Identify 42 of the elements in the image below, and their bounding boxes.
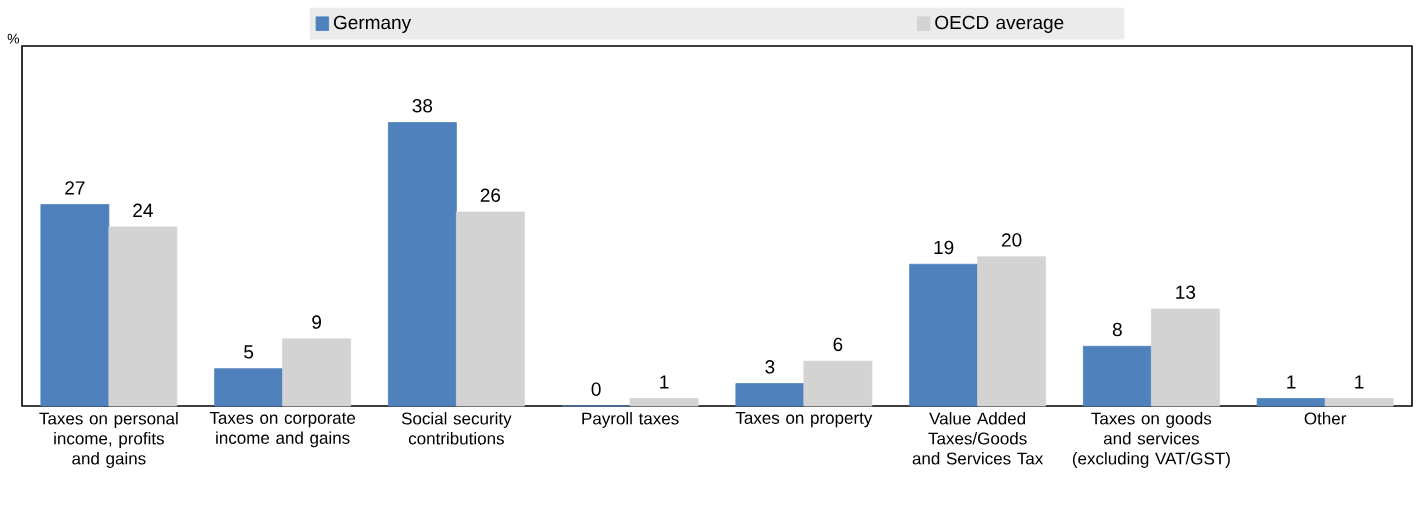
data-label: 26 [480,188,501,202]
bar [282,338,352,407]
text: % [7,33,20,44]
data-label: 3 [765,360,775,374]
x-tick-label: Payroll taxes [582,412,679,428]
legend-label: OECD average [935,15,1064,33]
x-tick-label: Other [1304,412,1347,425]
x-tick-label: Value Added Taxes/Goods and Services Tax [912,412,1044,465]
bar [108,226,178,407]
x-tick-label: Social security contributions [401,412,512,445]
bar [1082,345,1152,407]
data-label: 1 [1355,375,1364,389]
bar [40,204,110,407]
data-label: 0 [591,382,601,396]
bar [1150,308,1220,407]
bar [214,368,284,407]
bar [387,122,457,407]
x-tick-label: Taxes on personal income, profits and gains [39,412,178,468]
data-label: 38 [412,98,433,113]
data-label: 24 [133,203,153,217]
data-label: 13 [1176,285,1196,299]
bar [735,383,805,407]
data-label: 20 [1002,233,1022,247]
data-label: 1 [660,375,669,389]
x-tick-label: Taxes on property [735,412,873,428]
data-label: 27 [65,181,85,195]
bar [1256,398,1326,407]
legend-label: Germany [333,15,412,33]
data-label: 1 [1287,375,1296,389]
bar [455,211,525,407]
bar [1324,398,1394,407]
data-label: 19 [934,240,954,255]
x-tick-label: Taxes on corporate income and gains [209,412,356,448]
bar [803,360,873,407]
data-label: 9 [312,315,322,329]
data-label: 6 [833,337,843,352]
bar [629,398,699,407]
bar [909,263,979,407]
data-label: 8 [1112,322,1122,337]
x-tick-label: Taxes on goods and services (excluding VAT/GST) [1072,412,1230,468]
data-label: 5 [244,345,254,359]
bar [977,256,1047,407]
